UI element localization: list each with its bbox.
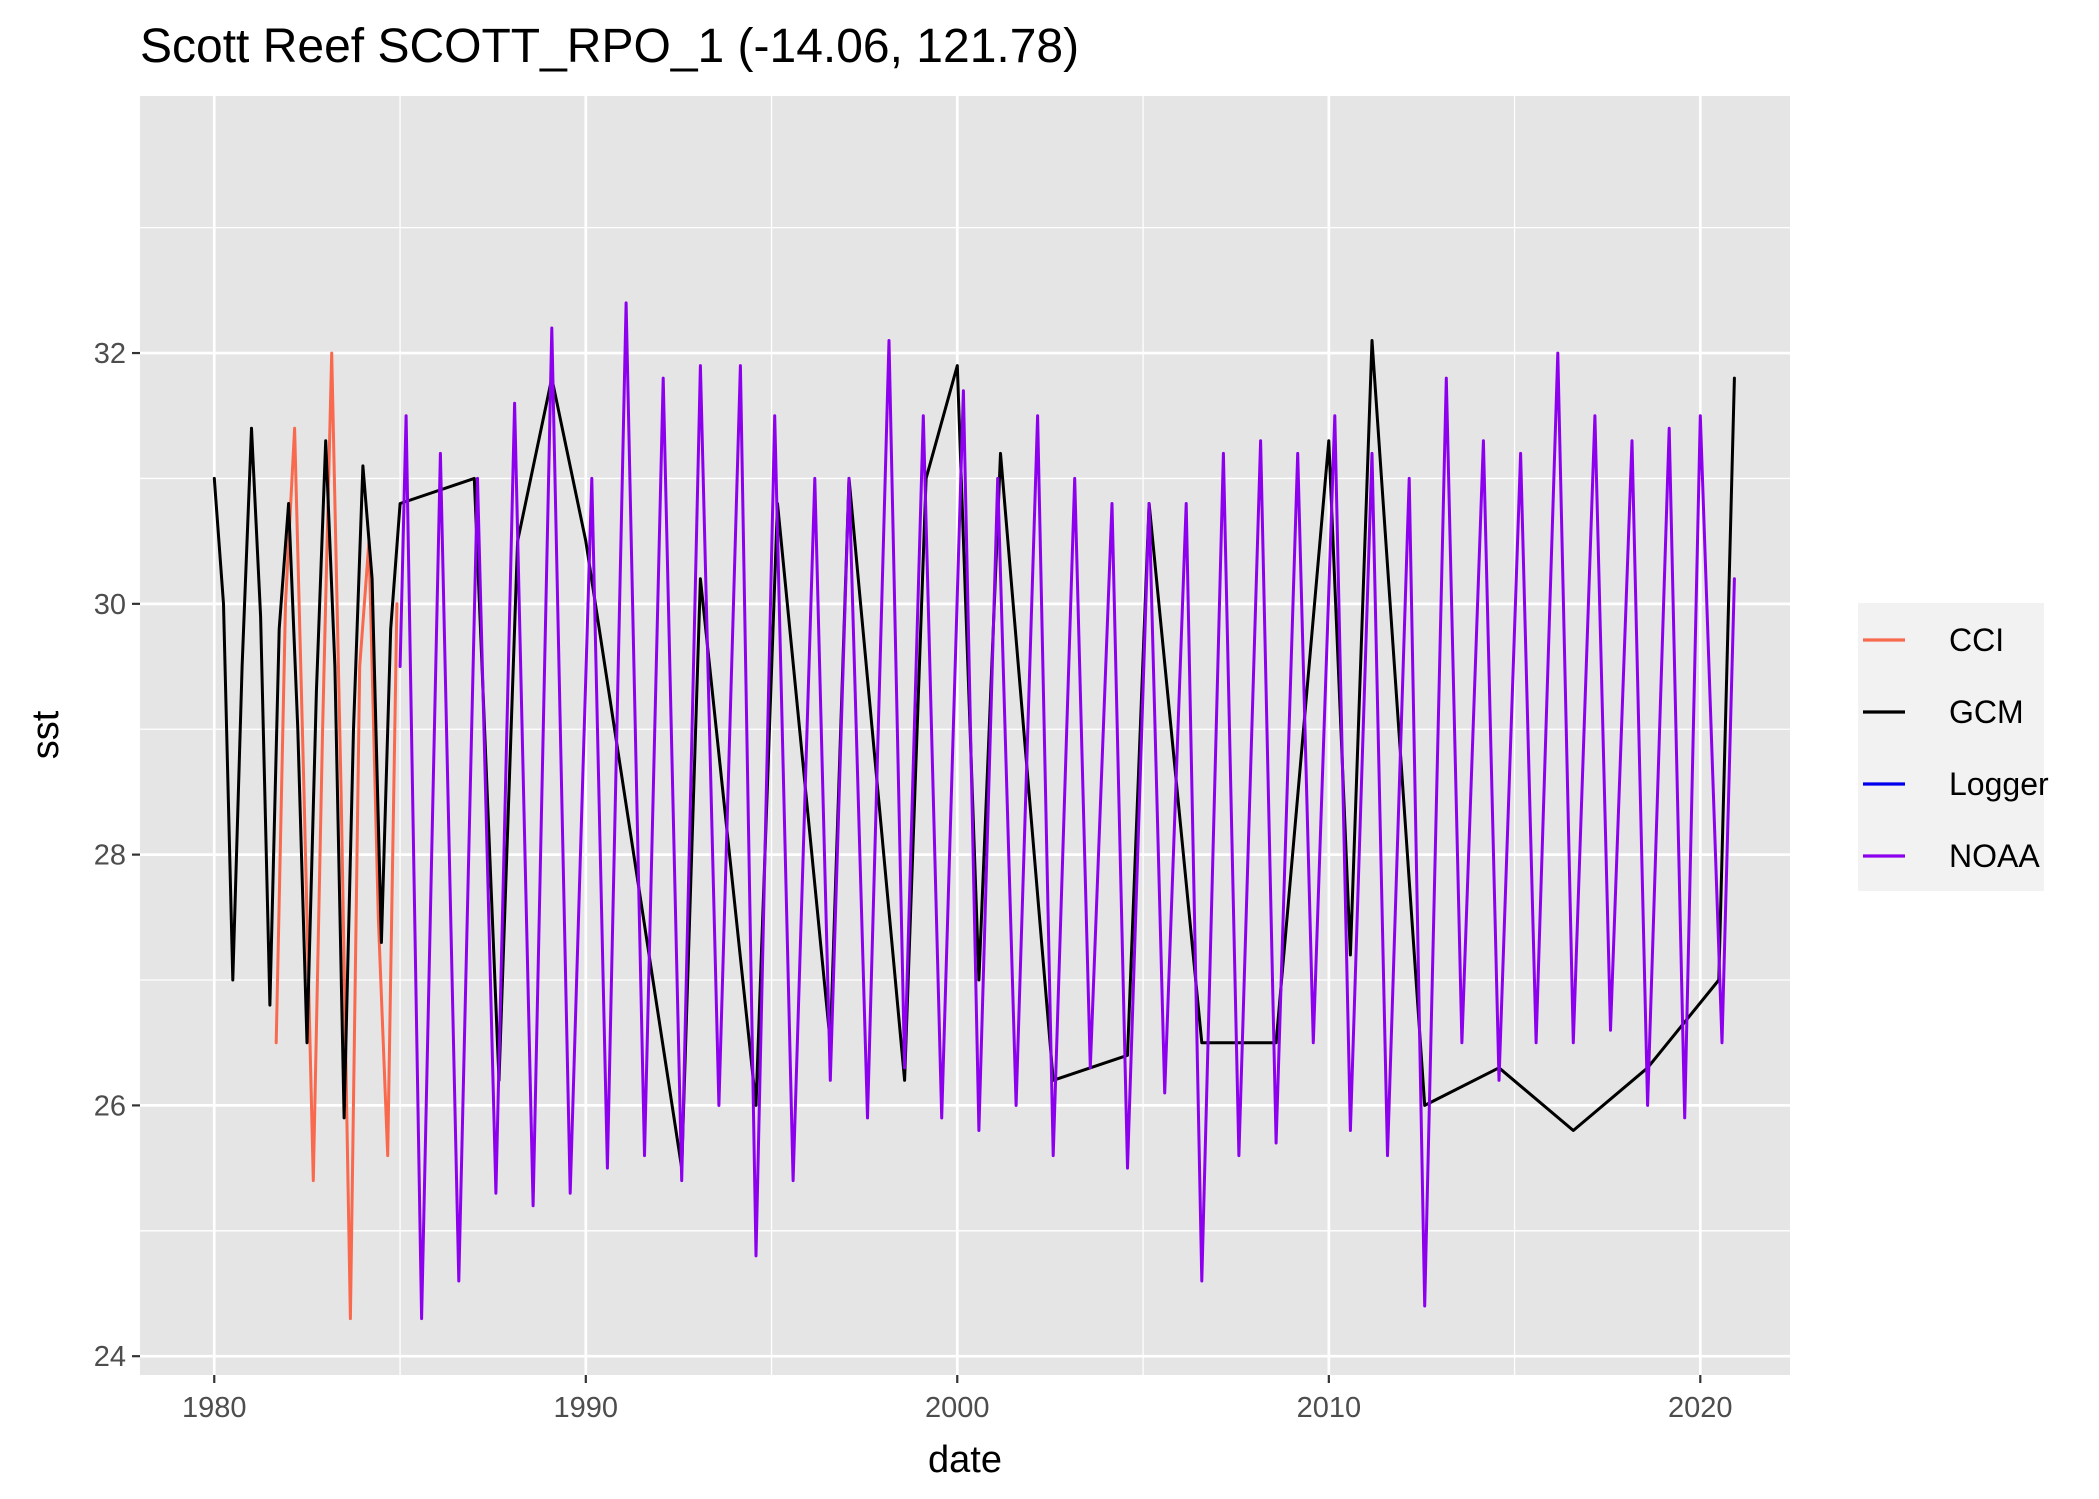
axis-tick-labels: 24 26 28 30 32 1980 1990 2000 2010 2020 — [94, 338, 1733, 1424]
y-tick-label: 32 — [94, 338, 126, 370]
y-tick-label: 24 — [94, 1341, 126, 1373]
x-tick-label: 2010 — [1297, 1392, 1362, 1424]
x-tick-label: 1980 — [182, 1392, 247, 1424]
legend-background — [1858, 603, 2044, 891]
chart-title: Scott Reef SCOTT_RPO_1 (-14.06, 121.78) — [140, 20, 1079, 73]
x-axis-title: date — [928, 1439, 1002, 1481]
series-line-gcm — [212, 339, 1736, 1170]
series-line-noaa — [398, 301, 1736, 1321]
series-layer — [212, 301, 1736, 1321]
legend-label-logger: Logger — [1949, 766, 2049, 802]
legend-label-noaa: NOAA — [1949, 838, 2040, 874]
legend-label-gcm: GCM — [1949, 694, 2024, 730]
major-grid — [140, 96, 1790, 1375]
minor-grid — [140, 96, 1790, 1375]
legend: CCI GCM Logger NOAA — [1858, 603, 2049, 891]
legend-label-cci: CCI — [1949, 622, 2004, 658]
y-axis-title: sst — [25, 710, 67, 759]
axis-ticks — [132, 351, 1702, 1383]
y-tick-label: 28 — [94, 840, 126, 872]
series-line-cci — [274, 351, 399, 1321]
y-tick-label: 30 — [94, 589, 126, 621]
x-tick-label: 2000 — [925, 1392, 990, 1424]
y-tick-label: 26 — [94, 1090, 126, 1122]
x-tick-label: 2020 — [1668, 1392, 1733, 1424]
x-tick-label: 1990 — [554, 1392, 619, 1424]
